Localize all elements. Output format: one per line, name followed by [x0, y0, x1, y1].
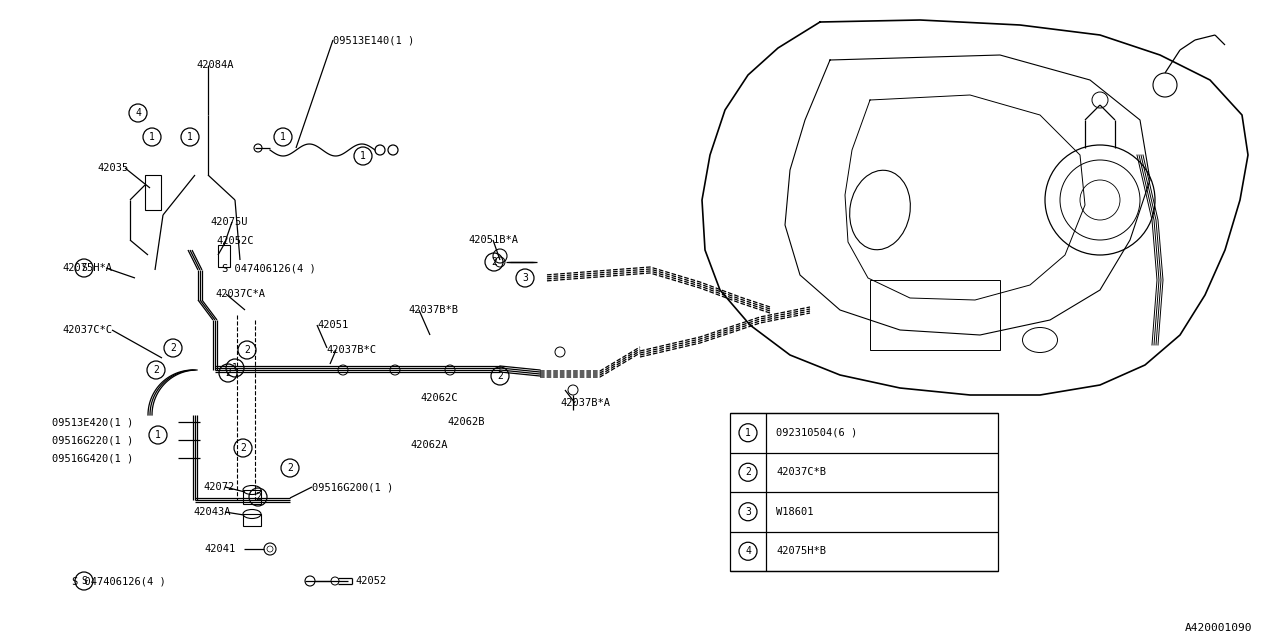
Text: 42051B*A: 42051B*A — [468, 235, 518, 245]
Text: S 047406126(4 ): S 047406126(4 ) — [221, 263, 316, 273]
Text: 42062C: 42062C — [420, 393, 457, 403]
Text: 2: 2 — [745, 467, 751, 477]
Text: 1: 1 — [232, 363, 238, 373]
Text: 2: 2 — [497, 371, 503, 381]
Text: 42037C*B: 42037C*B — [776, 467, 826, 477]
Text: 42075H*B: 42075H*B — [776, 547, 826, 556]
Text: 2: 2 — [255, 492, 261, 502]
Text: 42037B*C: 42037B*C — [326, 345, 376, 355]
Text: 42084A: 42084A — [196, 60, 233, 70]
Text: 2: 2 — [244, 345, 250, 355]
Text: 09516G420(1 ): 09516G420(1 ) — [52, 453, 133, 463]
Text: 42075U: 42075U — [210, 217, 247, 227]
Text: 42051: 42051 — [317, 320, 348, 330]
Text: 1: 1 — [187, 132, 193, 142]
Text: 42052: 42052 — [355, 576, 387, 586]
Text: 09513E420(1 ): 09513E420(1 ) — [52, 417, 133, 427]
Text: S 047406126(4 ): S 047406126(4 ) — [72, 576, 165, 586]
Text: 42037B*B: 42037B*B — [408, 305, 458, 315]
Text: W18601: W18601 — [776, 507, 814, 516]
Text: 1: 1 — [148, 132, 155, 142]
Text: 42052C: 42052C — [216, 236, 253, 246]
Text: 42062B: 42062B — [447, 417, 485, 427]
Text: 42035: 42035 — [97, 163, 128, 173]
Text: 2: 2 — [492, 257, 497, 267]
Bar — [730, 413, 998, 571]
Text: S: S — [81, 263, 87, 273]
Bar — [145, 175, 161, 210]
Text: 2: 2 — [154, 365, 159, 375]
Text: 42072: 42072 — [204, 482, 234, 492]
Bar — [870, 280, 1000, 350]
Text: 42043A: 42043A — [193, 507, 230, 517]
Text: 3: 3 — [745, 507, 751, 516]
Text: 42037C*C: 42037C*C — [61, 325, 113, 335]
Text: 2: 2 — [170, 343, 175, 353]
Text: 42075H*A: 42075H*A — [61, 263, 113, 273]
Text: 2: 2 — [287, 463, 293, 473]
Bar — [218, 245, 230, 267]
Text: 1: 1 — [155, 430, 161, 440]
Text: 092310504(6 ): 092310504(6 ) — [776, 428, 858, 438]
Text: 4: 4 — [136, 108, 141, 118]
Text: 1: 1 — [360, 151, 366, 161]
Text: 1: 1 — [745, 428, 751, 438]
Text: 42041: 42041 — [204, 544, 236, 554]
Text: A420001090: A420001090 — [1184, 623, 1252, 633]
Text: 09513E140(1 ): 09513E140(1 ) — [333, 35, 415, 45]
Text: 42062A: 42062A — [410, 440, 448, 450]
Text: 1: 1 — [280, 132, 285, 142]
Text: 2: 2 — [225, 368, 230, 378]
Text: 4: 4 — [745, 547, 751, 556]
Text: S: S — [81, 576, 87, 586]
Text: 42037C*A: 42037C*A — [215, 289, 265, 299]
Text: 42037B*A: 42037B*A — [561, 398, 611, 408]
Text: 09516G200(1 ): 09516G200(1 ) — [312, 482, 393, 492]
Text: 2: 2 — [241, 443, 246, 453]
Bar — [243, 514, 261, 526]
Text: 09516G220(1 ): 09516G220(1 ) — [52, 435, 133, 445]
Text: 3: 3 — [522, 273, 527, 283]
Bar — [243, 490, 261, 504]
